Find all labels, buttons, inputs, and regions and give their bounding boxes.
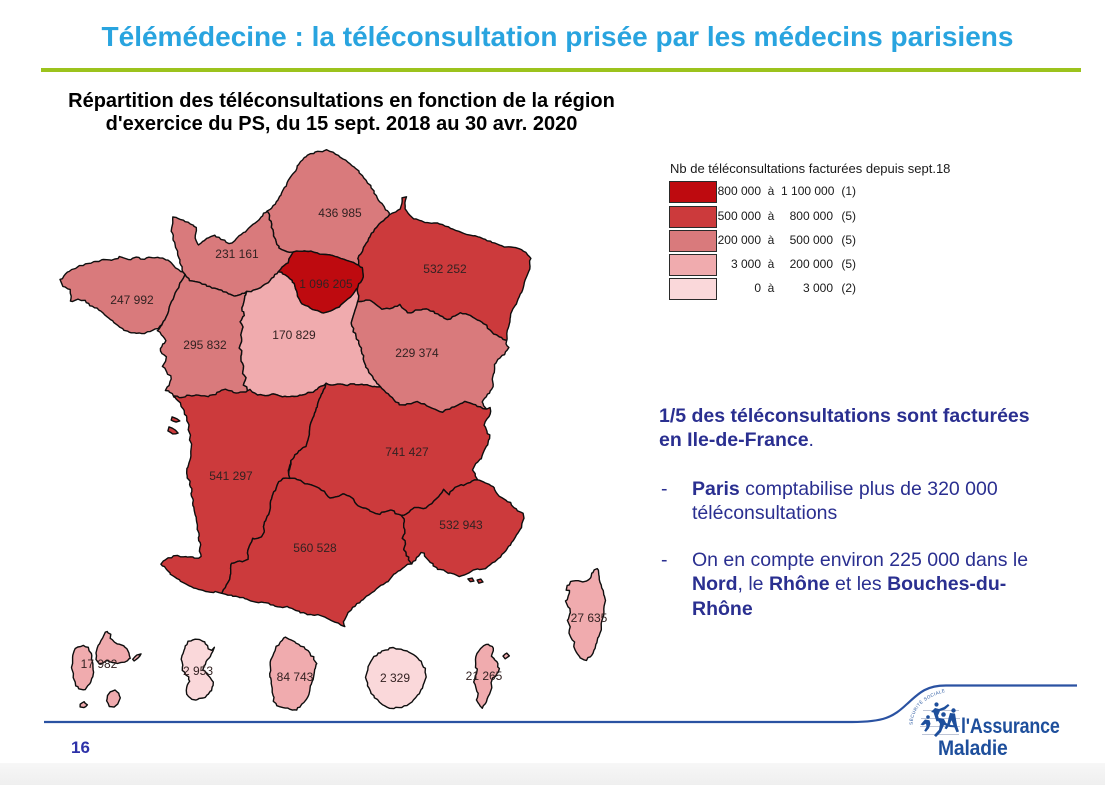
svg-text:84 743: 84 743 (277, 670, 314, 684)
svg-text:541 297: 541 297 (209, 469, 253, 483)
svg-text:1 096 205: 1 096 205 (299, 277, 353, 291)
svg-text:532 943: 532 943 (439, 518, 483, 532)
svg-text:27 635: 27 635 (571, 611, 608, 625)
svg-text:560 528: 560 528 (293, 541, 337, 555)
svg-text:170 829: 170 829 (272, 328, 316, 342)
svg-text:17 982: 17 982 (81, 657, 118, 671)
svg-text:247 992: 247 992 (110, 293, 154, 307)
svg-text:532 252: 532 252 (423, 262, 467, 276)
svg-text:21 265: 21 265 (466, 669, 503, 683)
svg-text:229 374: 229 374 (395, 346, 439, 360)
svg-text:741 427: 741 427 (385, 445, 429, 459)
svg-text:2 329: 2 329 (380, 671, 410, 685)
svg-text:295 832: 295 832 (183, 338, 227, 352)
svg-text:231 161: 231 161 (215, 247, 259, 261)
svg-text:2 953: 2 953 (183, 664, 213, 678)
svg-text:436 985: 436 985 (318, 206, 362, 220)
